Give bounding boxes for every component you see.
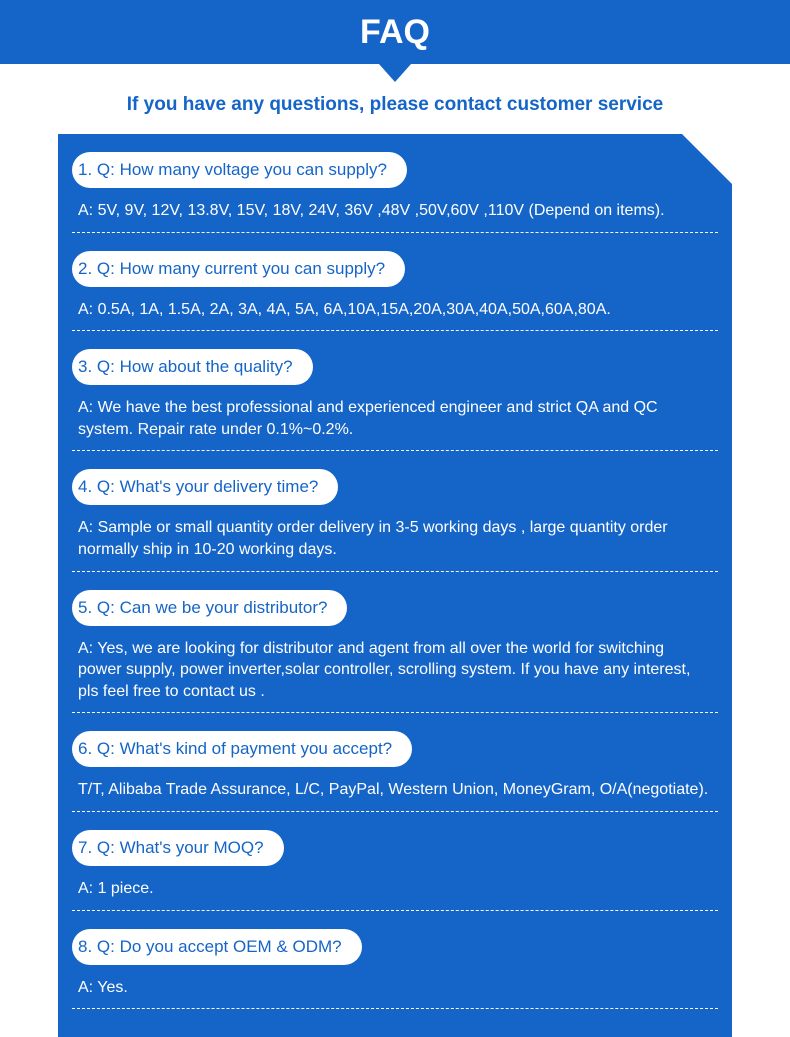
faq-question: 8. Q: Do you accept OEM & ODM? (72, 929, 362, 965)
faq-item: 8. Q: Do you accept OEM & ODM? A: Yes. (72, 929, 718, 1010)
faq-question: 7. Q: What's your MOQ? (72, 830, 284, 866)
faq-item: 4. Q: What's your delivery time? A: Samp… (72, 469, 718, 571)
faq-question: 3. Q: How about the quality? (72, 349, 313, 385)
faq-question: 4. Q: What's your delivery time? (72, 469, 338, 505)
faq-answer: A: Sample or small quantity order delive… (72, 513, 718, 571)
faq-answer: A: 5V, 9V, 12V, 13.8V, 15V, 18V, 24V, 36… (72, 196, 718, 233)
faq-answer: A: 0.5A, 1A, 1.5A, 2A, 3A, 4A, 5A, 6A,10… (72, 295, 718, 332)
header-bar: FAQ (0, 0, 790, 64)
header-arrow-icon (379, 64, 411, 82)
faq-item: 6. Q: What's kind of payment you accept?… (72, 731, 718, 812)
faq-answer: A: We have the best professional and exp… (72, 393, 718, 451)
faq-answer: A: Yes. (72, 973, 718, 1010)
faq-answer: A: Yes, we are looking for distributor a… (72, 634, 718, 714)
header-title: FAQ (360, 13, 430, 52)
faq-item: 1. Q: How many voltage you can supply? A… (72, 152, 718, 233)
faq-item: 3. Q: How about the quality? A: We have … (72, 349, 718, 451)
faq-question: 2. Q: How many current you can supply? (72, 251, 405, 287)
faq-question: 6. Q: What's kind of payment you accept? (72, 731, 412, 767)
faq-panel: 1. Q: How many voltage you can supply? A… (58, 134, 732, 1037)
faq-item: 2. Q: How many current you can supply? A… (72, 251, 718, 332)
faq-answer: T/T, Alibaba Trade Assurance, L/C, PayPa… (72, 775, 718, 812)
faq-item: 5. Q: Can we be your distributor? A: Yes… (72, 590, 718, 714)
faq-question: 5. Q: Can we be your distributor? (72, 590, 347, 626)
faq-item: 7. Q: What's your MOQ? A: 1 piece. (72, 830, 718, 911)
faq-question: 1. Q: How many voltage you can supply? (72, 152, 407, 188)
faq-answer: A: 1 piece. (72, 874, 718, 911)
